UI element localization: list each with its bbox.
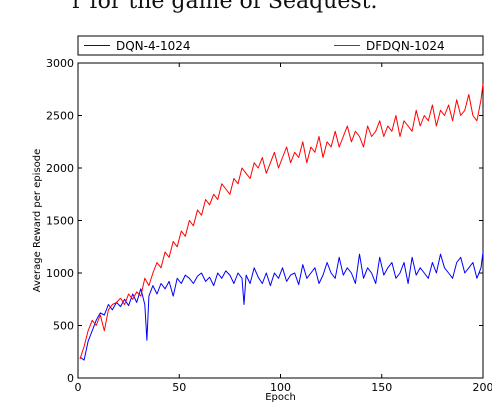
x-tick-label: 0 xyxy=(75,381,82,394)
x-axis: 0 50 100 150 200 xyxy=(75,63,492,394)
y-tick-label: 2000 xyxy=(46,162,74,175)
y-tick-label: 3000 xyxy=(46,57,74,70)
cropped-caption-text: r for the game of Seaquest. xyxy=(72,0,378,14)
y-tick-label: 0 xyxy=(67,372,74,385)
legend-label-dfdqn-1024: DFDQN-1024 xyxy=(366,39,445,53)
plot-area xyxy=(77,62,484,379)
y-tick-label: 1000 xyxy=(46,267,74,280)
legend-box xyxy=(77,35,484,56)
series-layer xyxy=(79,83,484,361)
x-tick-label: 100 xyxy=(270,381,291,394)
legend: DQN-4-1024 DFDQN-1024 xyxy=(77,35,484,56)
series-line-dqn-4-1024 xyxy=(79,251,484,361)
x-tick-label: 150 xyxy=(371,381,392,394)
y-tick-label: 1500 xyxy=(46,215,74,228)
legend-label-dqn-4-1024: DQN-4-1024 xyxy=(116,39,191,53)
y-axis-label: Average Reward per episode xyxy=(32,149,43,293)
series-line-dfdqn-1024 xyxy=(79,83,484,360)
x-tick-label: 50 xyxy=(172,381,186,394)
y-tick-label: 500 xyxy=(53,320,74,333)
plot-border xyxy=(77,62,484,379)
y-axis: 0 500 1000 1500 2000 2500 3000 xyxy=(46,57,483,385)
y-tick-label: 2500 xyxy=(46,110,74,123)
x-tick-label: 200 xyxy=(473,381,492,394)
x-axis-label: Epoch xyxy=(265,392,296,403)
